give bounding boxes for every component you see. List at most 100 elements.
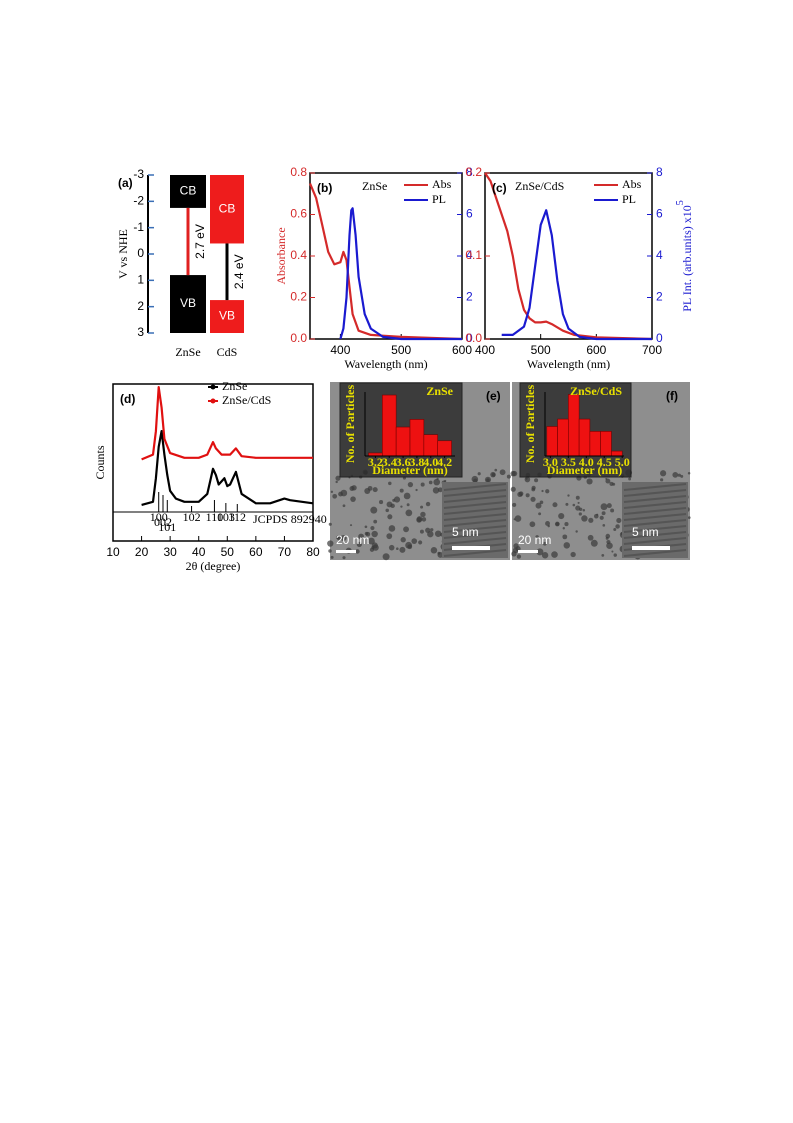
particle bbox=[529, 521, 536, 528]
particle bbox=[373, 519, 378, 524]
material-name: ZnSe bbox=[175, 345, 200, 359]
reference-label: JCPDS 892940 bbox=[253, 512, 327, 526]
x-tick-label: 80 bbox=[306, 545, 320, 559]
lattice-fringe bbox=[443, 483, 507, 491]
lattice-fringe bbox=[443, 537, 507, 545]
y2-tick-label: 8 bbox=[656, 165, 663, 179]
hkl-label: 002 bbox=[154, 515, 172, 529]
particle bbox=[552, 502, 558, 508]
particle bbox=[403, 526, 410, 533]
particle bbox=[534, 478, 539, 483]
scale-bar bbox=[518, 550, 538, 553]
particle bbox=[530, 496, 536, 502]
particle bbox=[672, 471, 679, 478]
legend-label: Abs bbox=[622, 177, 642, 191]
lattice-fringe bbox=[443, 531, 507, 539]
particle bbox=[578, 507, 583, 511]
particle bbox=[687, 516, 691, 519]
inset-scale-bar-label: 5 nm bbox=[632, 525, 659, 539]
particle bbox=[616, 517, 622, 524]
legend-label: ZnSe bbox=[222, 379, 247, 393]
particle bbox=[419, 529, 424, 534]
particle bbox=[416, 517, 422, 523]
x-axis-label: 2θ (degree) bbox=[186, 559, 241, 573]
particle bbox=[606, 503, 612, 509]
particle bbox=[613, 528, 617, 532]
particle bbox=[570, 551, 576, 558]
particle bbox=[370, 525, 375, 531]
x-axis-label: Diameter (nm) bbox=[547, 463, 622, 477]
lattice-fringe bbox=[623, 495, 687, 503]
particle bbox=[660, 478, 664, 482]
x-tick-label: 20 bbox=[135, 545, 149, 559]
particle bbox=[407, 544, 413, 550]
panel-label: (a) bbox=[118, 176, 133, 190]
particle bbox=[425, 501, 431, 507]
particle bbox=[390, 503, 395, 509]
particle bbox=[513, 518, 516, 521]
legend-marker bbox=[210, 384, 216, 390]
particle bbox=[687, 472, 691, 475]
particle bbox=[506, 474, 511, 479]
particle bbox=[564, 522, 569, 527]
y2-label-sup: 5 bbox=[675, 200, 686, 205]
y-tick-label: 0.1 bbox=[465, 248, 482, 262]
x-tick-label: 500 bbox=[531, 343, 551, 357]
particle bbox=[577, 501, 580, 504]
particle bbox=[327, 540, 334, 547]
scale-bar-label: 20 nm bbox=[336, 533, 369, 547]
particle bbox=[510, 486, 516, 492]
particle bbox=[539, 500, 544, 505]
legend-label: Abs bbox=[432, 177, 452, 191]
y-tick-label: 1 bbox=[137, 273, 144, 287]
y-tick-label: 0.6 bbox=[290, 207, 307, 221]
x-tick-label: 60 bbox=[249, 545, 263, 559]
particle bbox=[386, 533, 393, 540]
histogram-bar bbox=[382, 394, 397, 457]
y2-tick-label: 4 bbox=[466, 248, 473, 262]
hkl-label: 103 bbox=[217, 510, 235, 524]
y-tick-label: 0.2 bbox=[290, 290, 307, 304]
particle bbox=[420, 511, 426, 518]
particle bbox=[515, 546, 521, 552]
lattice-fringe bbox=[443, 519, 507, 527]
particle bbox=[349, 524, 353, 527]
particle bbox=[599, 515, 604, 520]
y-tick-label: -3 bbox=[133, 167, 144, 181]
lattice-fringe bbox=[623, 483, 687, 491]
particle bbox=[565, 502, 569, 506]
particle bbox=[606, 542, 613, 550]
particle bbox=[494, 468, 498, 472]
particle bbox=[399, 488, 404, 493]
x-tick-label: 50 bbox=[221, 545, 235, 559]
x-tick-label: 4.2 bbox=[437, 455, 452, 469]
y2-tick-label: 2 bbox=[656, 290, 663, 304]
histogram-bar bbox=[557, 418, 569, 457]
particle bbox=[471, 475, 479, 483]
particle bbox=[512, 502, 517, 507]
hkl-label: 112 bbox=[229, 510, 247, 524]
lattice-fringe bbox=[623, 489, 687, 497]
particle bbox=[555, 522, 560, 526]
particle bbox=[586, 478, 593, 485]
y2-tick-label: 0 bbox=[466, 331, 473, 345]
particle bbox=[430, 546, 438, 554]
particle bbox=[538, 512, 542, 516]
scale-bar bbox=[336, 550, 356, 553]
y2-tick-label: 8 bbox=[466, 165, 473, 179]
particle bbox=[600, 503, 608, 511]
panel-label: (e) bbox=[486, 389, 501, 403]
lattice-fringe bbox=[623, 525, 687, 533]
x-tick-label: 30 bbox=[163, 545, 177, 559]
x-tick-label: 4.0 bbox=[579, 455, 594, 469]
histogram-bar bbox=[395, 426, 411, 457]
lattice-fringe bbox=[623, 519, 687, 527]
data-line bbox=[141, 386, 313, 461]
histogram-bar bbox=[600, 431, 612, 457]
particle bbox=[547, 524, 550, 528]
particle bbox=[420, 482, 425, 487]
y-tick-label: 0.4 bbox=[290, 248, 307, 262]
scale-bar-label: 20 nm bbox=[518, 533, 551, 547]
particle bbox=[436, 477, 439, 480]
vb-label: VB bbox=[219, 309, 235, 323]
